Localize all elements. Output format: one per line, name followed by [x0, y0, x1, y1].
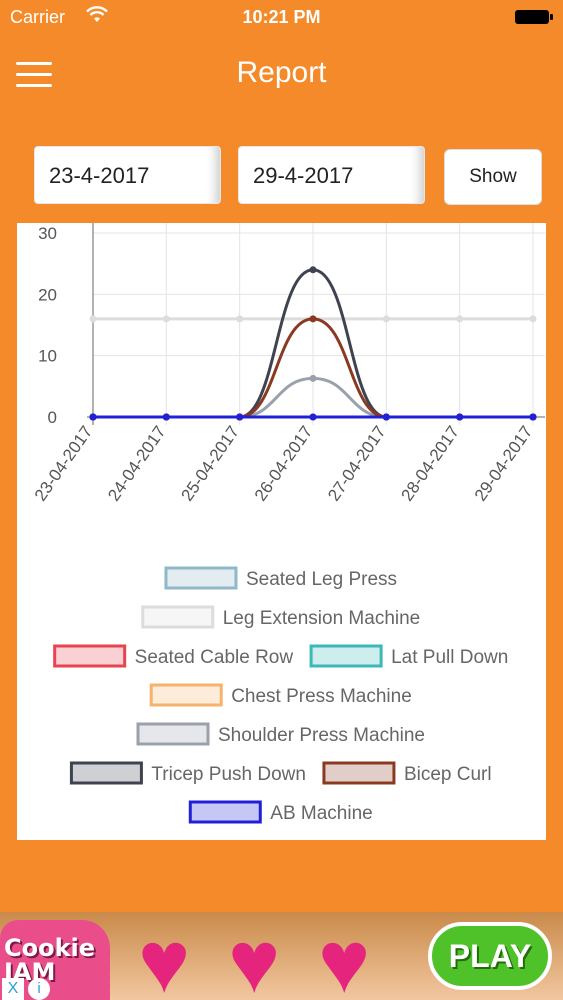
- ad-brand-text: Cookie JAM: [4, 934, 96, 986]
- report-line-chart: 0 10 20 30 23-04-2017 24-04-2017 25-04-2017 26-…: [31, 223, 545, 824]
- legend-swatch: [136, 722, 210, 746]
- x-tick-label: 28-04-2017: [397, 422, 462, 504]
- heart-icon: ♥: [228, 912, 281, 1000]
- battery-icon: [515, 10, 553, 24]
- y-tick-label: 30: [38, 224, 57, 243]
- legend-label: Leg Extension Machine: [223, 608, 421, 629]
- data-point: [309, 315, 317, 323]
- ad-close-icon[interactable]: X: [2, 978, 24, 1000]
- report-chart-card: 0 10 20 30 23-04-2017 24-04-2017 25-04-2017 26-…: [17, 223, 546, 840]
- legend-label: Tricep Push Down: [151, 764, 306, 785]
- data-point: [162, 315, 170, 323]
- data-point: [382, 413, 390, 421]
- show-button[interactable]: Show: [444, 149, 542, 205]
- legend-swatch: [69, 761, 143, 785]
- to-date-field[interactable]: 29-4-2017: [238, 146, 425, 204]
- legend-swatch: [164, 566, 238, 590]
- x-tick-label: 29-04-2017: [471, 422, 536, 504]
- legend-label: AB Machine: [270, 803, 372, 824]
- data-point: [309, 374, 317, 382]
- heart-icon: ♥: [138, 912, 191, 1000]
- legend-swatch: [141, 605, 215, 629]
- legend-swatch: [53, 644, 127, 668]
- data-point: [456, 315, 464, 323]
- legend-label: Lat Pull Down: [391, 647, 508, 668]
- wifi-icon: [86, 6, 108, 29]
- y-tick-label: 20: [38, 285, 57, 304]
- data-point: [162, 413, 170, 421]
- data-point: [89, 315, 97, 323]
- heart-icon: ♥: [318, 912, 371, 1000]
- data-point: [89, 413, 97, 421]
- data-point: [309, 266, 317, 274]
- data-point: [529, 315, 537, 323]
- legend-swatch: [188, 800, 262, 824]
- from-date-field[interactable]: 23-4-2017: [34, 146, 221, 204]
- hamburger-menu-icon[interactable]: [16, 62, 54, 88]
- y-tick-label: 0: [48, 408, 57, 427]
- data-point: [236, 315, 244, 323]
- legend-label: Seated Cable Row: [135, 647, 294, 668]
- ad-banner[interactable]: Cookie JAM ♥ ♥ ♥ PLAY X i: [0, 912, 563, 1000]
- legend-label: Seated Leg Press: [246, 569, 397, 590]
- legend-label: Chest Press Machine: [231, 686, 412, 707]
- data-point: [382, 315, 390, 323]
- page-title: Report: [236, 56, 327, 89]
- data-point: [456, 413, 464, 421]
- ad-play-button[interactable]: PLAY: [428, 922, 552, 990]
- ad-info-icon[interactable]: i: [28, 978, 50, 1000]
- legend-swatch: [149, 683, 223, 707]
- legend-swatch: [322, 761, 396, 785]
- x-tick-label: 23-04-2017: [31, 422, 96, 504]
- data-point: [529, 413, 537, 421]
- legend-label: Bicep Curl: [404, 764, 492, 785]
- y-tick-label: 10: [38, 347, 57, 366]
- nav-bar: Report: [0, 36, 563, 116]
- data-point: [236, 413, 244, 421]
- x-tick-label: 27-04-2017: [324, 422, 389, 504]
- data-point: [309, 413, 317, 421]
- x-tick-label: 24-04-2017: [104, 422, 169, 504]
- clock: 10:21 PM: [242, 7, 321, 27]
- legend-label: Shoulder Press Machine: [218, 725, 425, 746]
- x-tick-label: 25-04-2017: [177, 422, 242, 504]
- ad-logo: Cookie JAM: [0, 920, 110, 1000]
- legend-swatch: [309, 644, 383, 668]
- status-bar: Carrier 10:21 PM: [0, 0, 563, 36]
- x-tick-label: 26-04-2017: [251, 422, 316, 504]
- carrier-label: Carrier: [10, 7, 66, 27]
